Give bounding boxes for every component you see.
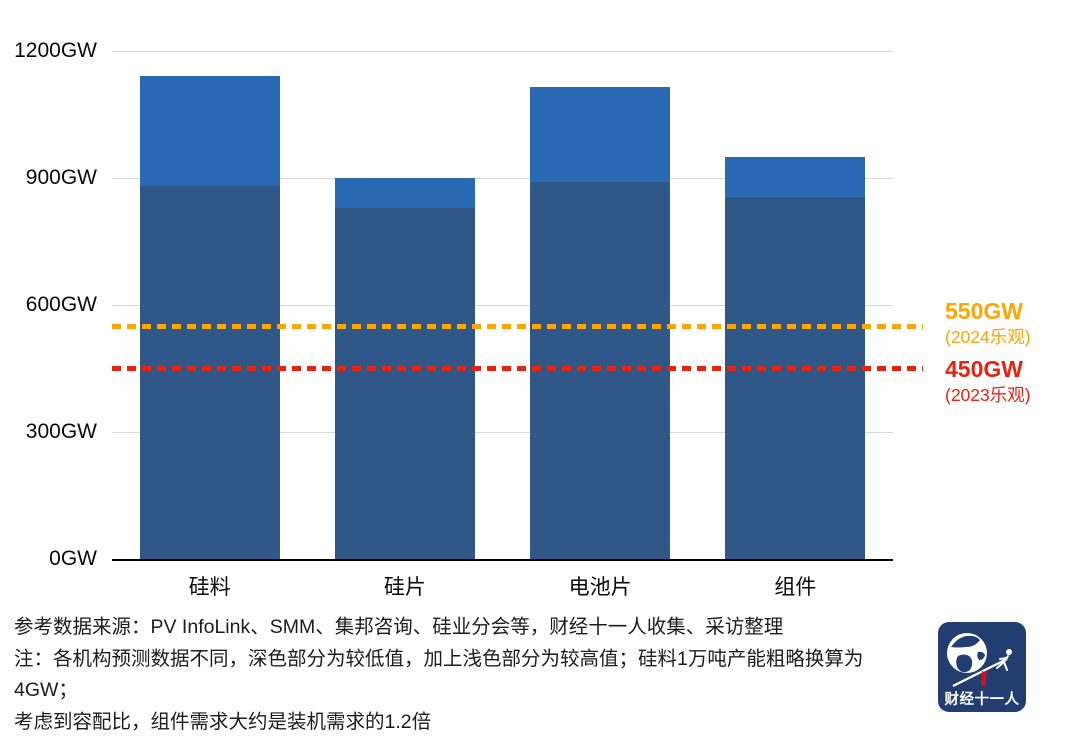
sword-line [952,658,1008,687]
y-axis-label: 300GW [25,420,97,443]
gridline-900 [112,178,893,179]
ref-line-sublabel: (2024乐观) [945,327,1031,347]
footer-notes: 参考数据来源：PV InfoLink、SMM、集邦咨询、硅业分会等，财经十一人收… [14,612,924,738]
reference-line-550 [112,323,923,329]
gridline-1200 [112,51,893,52]
bar-low-硅料 [139,186,280,559]
bar-low-组件 [725,197,866,559]
gridline-600 [112,305,893,306]
x-axis-label: 组件 [774,576,817,599]
y-axis-label: 0GW [49,547,97,570]
footer-source-line: 参考数据来源：PV InfoLink、SMM、集邦咨询、硅业分会等，财经十一人收… [14,616,784,638]
red-ribbon-icon [981,671,987,687]
x-axis-label: 硅片 [383,576,426,599]
y-axis-label: 1200GW [14,39,97,62]
fencer-icon [996,649,1012,671]
ref-line-sublabel: (2023乐观) [945,385,1031,405]
ref-line-value-label: 450GW [945,356,1023,382]
x-axis-label: 电池片 [568,576,632,599]
reference-line-annotations: 550GW (2024乐观) 450GW (2023乐观) [945,297,1080,413]
ref-line-value-label: 550GW [945,298,1023,324]
y-axis-label: 900GW [25,166,97,189]
reference-line-450 [112,366,923,371]
footer-note-line-1: 注：各机构预测数据不同，深色部分为较低值，加上浅色部分为较高值；硅料1万吨产能粗… [14,647,864,702]
footer-note-line-2: 考虑到容配比，组件需求大约是装机需求的1.2倍 [14,710,432,733]
y-axis-label: 600GW [25,293,97,316]
globe-icon [947,633,987,673]
bar-chart-plot-area: 0GW 300GW 600GW 900GW 1200GW 硅料 硅片 电池片 组件 [14,39,923,599]
gridline-300 [112,432,893,433]
x-axis-label: 硅料 [188,576,231,599]
x-axis-line [112,559,893,561]
logo-text: 财经十一人 [945,690,1020,708]
caijing-eleven-logo: 财经十一人 [938,622,1026,712]
bar-low-硅片 [334,207,475,559]
